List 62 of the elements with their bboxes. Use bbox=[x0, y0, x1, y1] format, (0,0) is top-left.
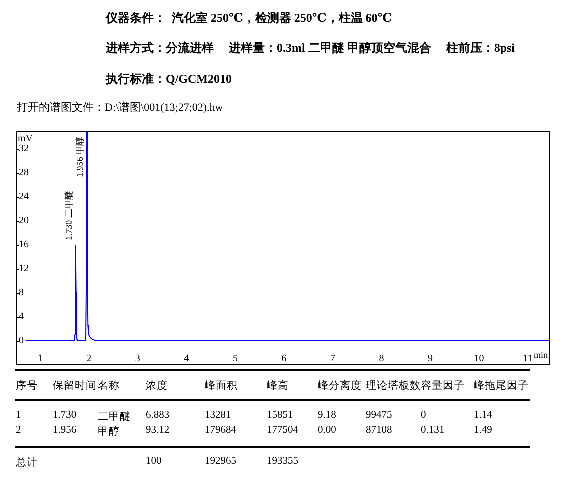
text: 打开的谱图文件：D:\谱图\001(13;27;02).hw bbox=[17, 100, 224, 115]
x-tick-label: 3 bbox=[135, 354, 140, 365]
text: 峰高 bbox=[267, 379, 289, 393]
text: 峰分离度 bbox=[318, 379, 362, 393]
text: 1.956 bbox=[53, 425, 77, 436]
text: 2 bbox=[16, 425, 22, 436]
text: 93.12 bbox=[146, 425, 170, 436]
text: 序号 bbox=[16, 379, 38, 393]
y-tick-label: 28 bbox=[19, 168, 29, 179]
y-tick-label: 8 bbox=[19, 288, 24, 299]
annotation: 1.956 甲醇 bbox=[74, 137, 85, 178]
text: 100 bbox=[146, 456, 162, 467]
text: 87108 bbox=[366, 425, 392, 436]
x-tick-label: 7 bbox=[330, 354, 336, 365]
text: 名称 bbox=[98, 380, 120, 393]
text: 甲醇 bbox=[98, 425, 120, 439]
text: 总计 bbox=[16, 456, 38, 470]
text: 99475 bbox=[366, 410, 392, 421]
y-tick-label: 12 bbox=[19, 264, 29, 275]
text: 0.131 bbox=[421, 425, 445, 436]
x-tick-label: 2 bbox=[86, 354, 92, 365]
text: 执行标准：Q/GCM2010 bbox=[106, 71, 232, 88]
x-tick-label: 1 bbox=[38, 354, 43, 365]
y-tick-label: 16 bbox=[19, 240, 29, 251]
text: 理论塔板数 bbox=[366, 379, 421, 393]
text: 177504 bbox=[267, 425, 298, 436]
y-tick-label: 32 bbox=[19, 144, 29, 155]
x-tick-label: 11 bbox=[523, 354, 533, 365]
y-tick-label: 0 bbox=[19, 336, 24, 347]
text: 0.00 bbox=[318, 425, 336, 436]
x-tick-label: 5 bbox=[232, 354, 238, 365]
text: 峰拖尾因子 bbox=[474, 380, 529, 393]
text: 峰面积 bbox=[205, 380, 238, 393]
text: 保留时间 bbox=[53, 379, 97, 393]
text: 容量因子 bbox=[421, 379, 465, 393]
text: 0 bbox=[421, 410, 426, 421]
text: 192965 bbox=[205, 456, 236, 467]
text: 二甲醚 bbox=[98, 410, 131, 424]
text: 浓度 bbox=[146, 379, 168, 393]
y-tick-label: 24 bbox=[19, 192, 29, 203]
y-axis-title: mV bbox=[18, 134, 34, 145]
text: 1.730 bbox=[53, 410, 77, 421]
x-tick-label: 4 bbox=[184, 354, 190, 365]
text: 193355 bbox=[267, 456, 298, 467]
text: 13281 bbox=[205, 410, 232, 421]
x-tick-label: 10 bbox=[474, 354, 484, 365]
text: 179684 bbox=[205, 425, 236, 436]
x-axis-title: min bbox=[534, 350, 548, 360]
x-tick-label: 9 bbox=[428, 354, 434, 365]
annotation: 1.730 二甲醚 bbox=[64, 191, 74, 241]
y-tick-label: 4 bbox=[19, 312, 24, 323]
chart-subtitle: 进样方式：分流进样 进样量：0.3ml 二甲醚 甲醇顶空气混合 柱前压：8psi bbox=[106, 40, 516, 57]
text: 9.18 bbox=[318, 410, 336, 421]
text: 1.14 bbox=[474, 410, 492, 421]
text: 1.49 bbox=[474, 425, 492, 436]
y-tick-label: 20 bbox=[19, 216, 29, 227]
chart-title: 仪器条件： 汽化室 250℃，检测器 250℃，柱温 60℃ bbox=[106, 10, 392, 27]
text: 1 bbox=[16, 410, 22, 421]
text: 15851 bbox=[267, 410, 294, 421]
x-tick-label: 8 bbox=[379, 354, 384, 365]
text: 6.883 bbox=[146, 410, 170, 421]
x-tick-label: 6 bbox=[282, 354, 287, 365]
